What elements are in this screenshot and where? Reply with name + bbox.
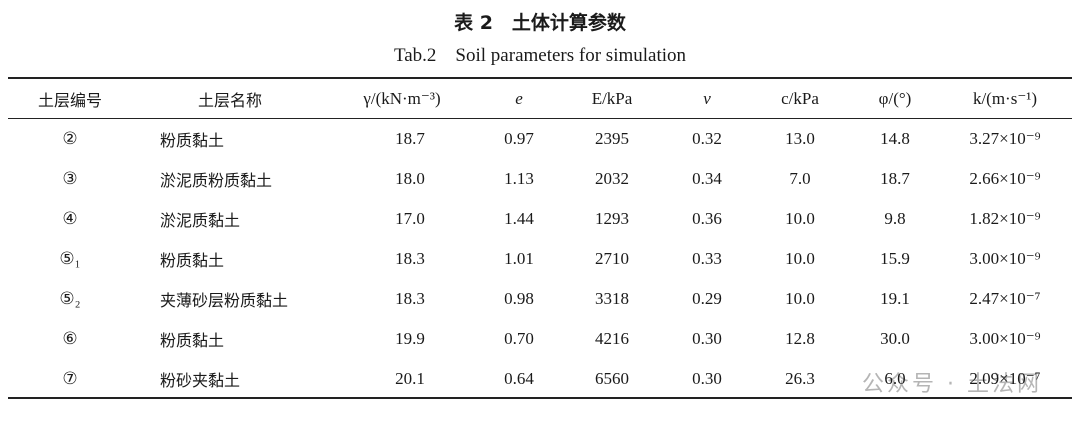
table-cell: ⑥ [62,329,78,348]
table-cell: 粉砂夹黏土 [160,371,241,390]
table-title: 表 2 土体计算参数 [454,12,626,34]
table-cell: 6.0 [884,369,906,388]
table-cell: 20.1 [395,369,425,388]
table-cell: 0.29 [692,289,722,308]
table-cell: 14.8 [880,129,910,148]
table-cell: 夹薄砂层粉质黏土 [160,291,289,310]
column-header: k/(m·s⁻¹) [972,89,1038,108]
table-cell: 粉质黏土 [160,331,225,350]
table-cell: 0.36 [692,209,722,228]
table-cell: 3.27×10⁻⁹ [969,129,1041,148]
table-cell: 10.0 [785,289,815,308]
table-cell: 30.0 [880,329,910,348]
table-cell: ⑤₂ [59,289,81,308]
table-cell: 9.8 [884,209,906,228]
table-cell: ② [62,129,78,148]
table-cell: 2.47×10⁻⁷ [969,289,1041,308]
table-cell: 1.82×10⁻⁹ [969,209,1041,228]
column-header: E/kPa [591,89,633,108]
table-cell: 0.33 [692,249,722,268]
table-cell: 18.7 [395,129,425,148]
bottom-rule [8,397,1072,399]
column-header: φ/(°) [878,89,912,108]
header-rule [8,118,1072,119]
table-cell: 26.3 [785,369,815,388]
table-cell: 12.8 [785,329,815,348]
watermark: 公众号 · 土法网 [862,372,1042,397]
table-cell: 2.09×10⁻⁷ [969,369,1041,388]
table-cell: ⑦ [62,369,78,388]
table-cell: 粉质黏土 [160,251,225,270]
table-cell: 0.32 [692,129,722,148]
table-subtitle: Tab.2 Soil parameters for simulation [393,45,687,66]
table-cell: 0.30 [692,329,722,348]
table-cell: 2710 [595,249,629,268]
table-cell: 0.70 [504,329,534,348]
table-cell: 3318 [595,289,629,308]
table-cell: 1293 [595,209,629,228]
table-cell: 19.9 [395,329,425,348]
table-cell: 15.9 [880,249,910,268]
table-cell: ③ [62,169,78,188]
table-cell: 3.00×10⁻⁹ [969,249,1041,268]
table-cell: 淤泥质黏土 [160,211,241,230]
table-cell: 0.64 [504,369,534,388]
table-cell: 18.0 [395,169,425,188]
table-cell: 2395 [595,129,629,148]
table-cell: 4216 [595,329,629,348]
table-cell: ④ [62,209,78,228]
table-cell: 19.1 [880,289,910,308]
table-cell: 2.66×10⁻⁹ [969,169,1041,188]
table-cell: 2032 [595,169,629,188]
table-cell: 17.0 [395,209,425,228]
table-cell: 6560 [595,369,629,388]
column-header: v [703,89,711,108]
top-rule [8,77,1072,79]
column-header: γ/(kN·m⁻³) [363,89,441,108]
table-cell: 13.0 [785,129,815,148]
table-cell: 淤泥质粉质黏土 [160,171,273,190]
table-cell: 1.44 [504,209,534,228]
table-cell: 1.01 [504,249,534,268]
table-cell: ⑤₁ [59,249,81,268]
column-header: e [515,89,523,108]
table-cell: 10.0 [785,209,815,228]
table-cell: 0.34 [692,169,722,188]
column-header: c/kPa [781,89,819,108]
table-cell: 1.13 [504,169,534,188]
table-cell: 0.98 [504,289,534,308]
column-header: 土层名称 [197,91,263,110]
table-cell: 18.7 [880,169,910,188]
table-cell: 18.3 [395,289,425,308]
table-cell: 7.0 [789,169,811,188]
table-cell: 10.0 [785,249,815,268]
table-cell: 0.97 [504,129,534,148]
table-cell: 3.00×10⁻⁹ [969,329,1041,348]
table-cell: 粉质黏土 [160,131,225,150]
table-cell: 18.3 [395,249,425,268]
column-header: 土层编号 [37,91,103,110]
table-cell: 0.30 [692,369,722,388]
